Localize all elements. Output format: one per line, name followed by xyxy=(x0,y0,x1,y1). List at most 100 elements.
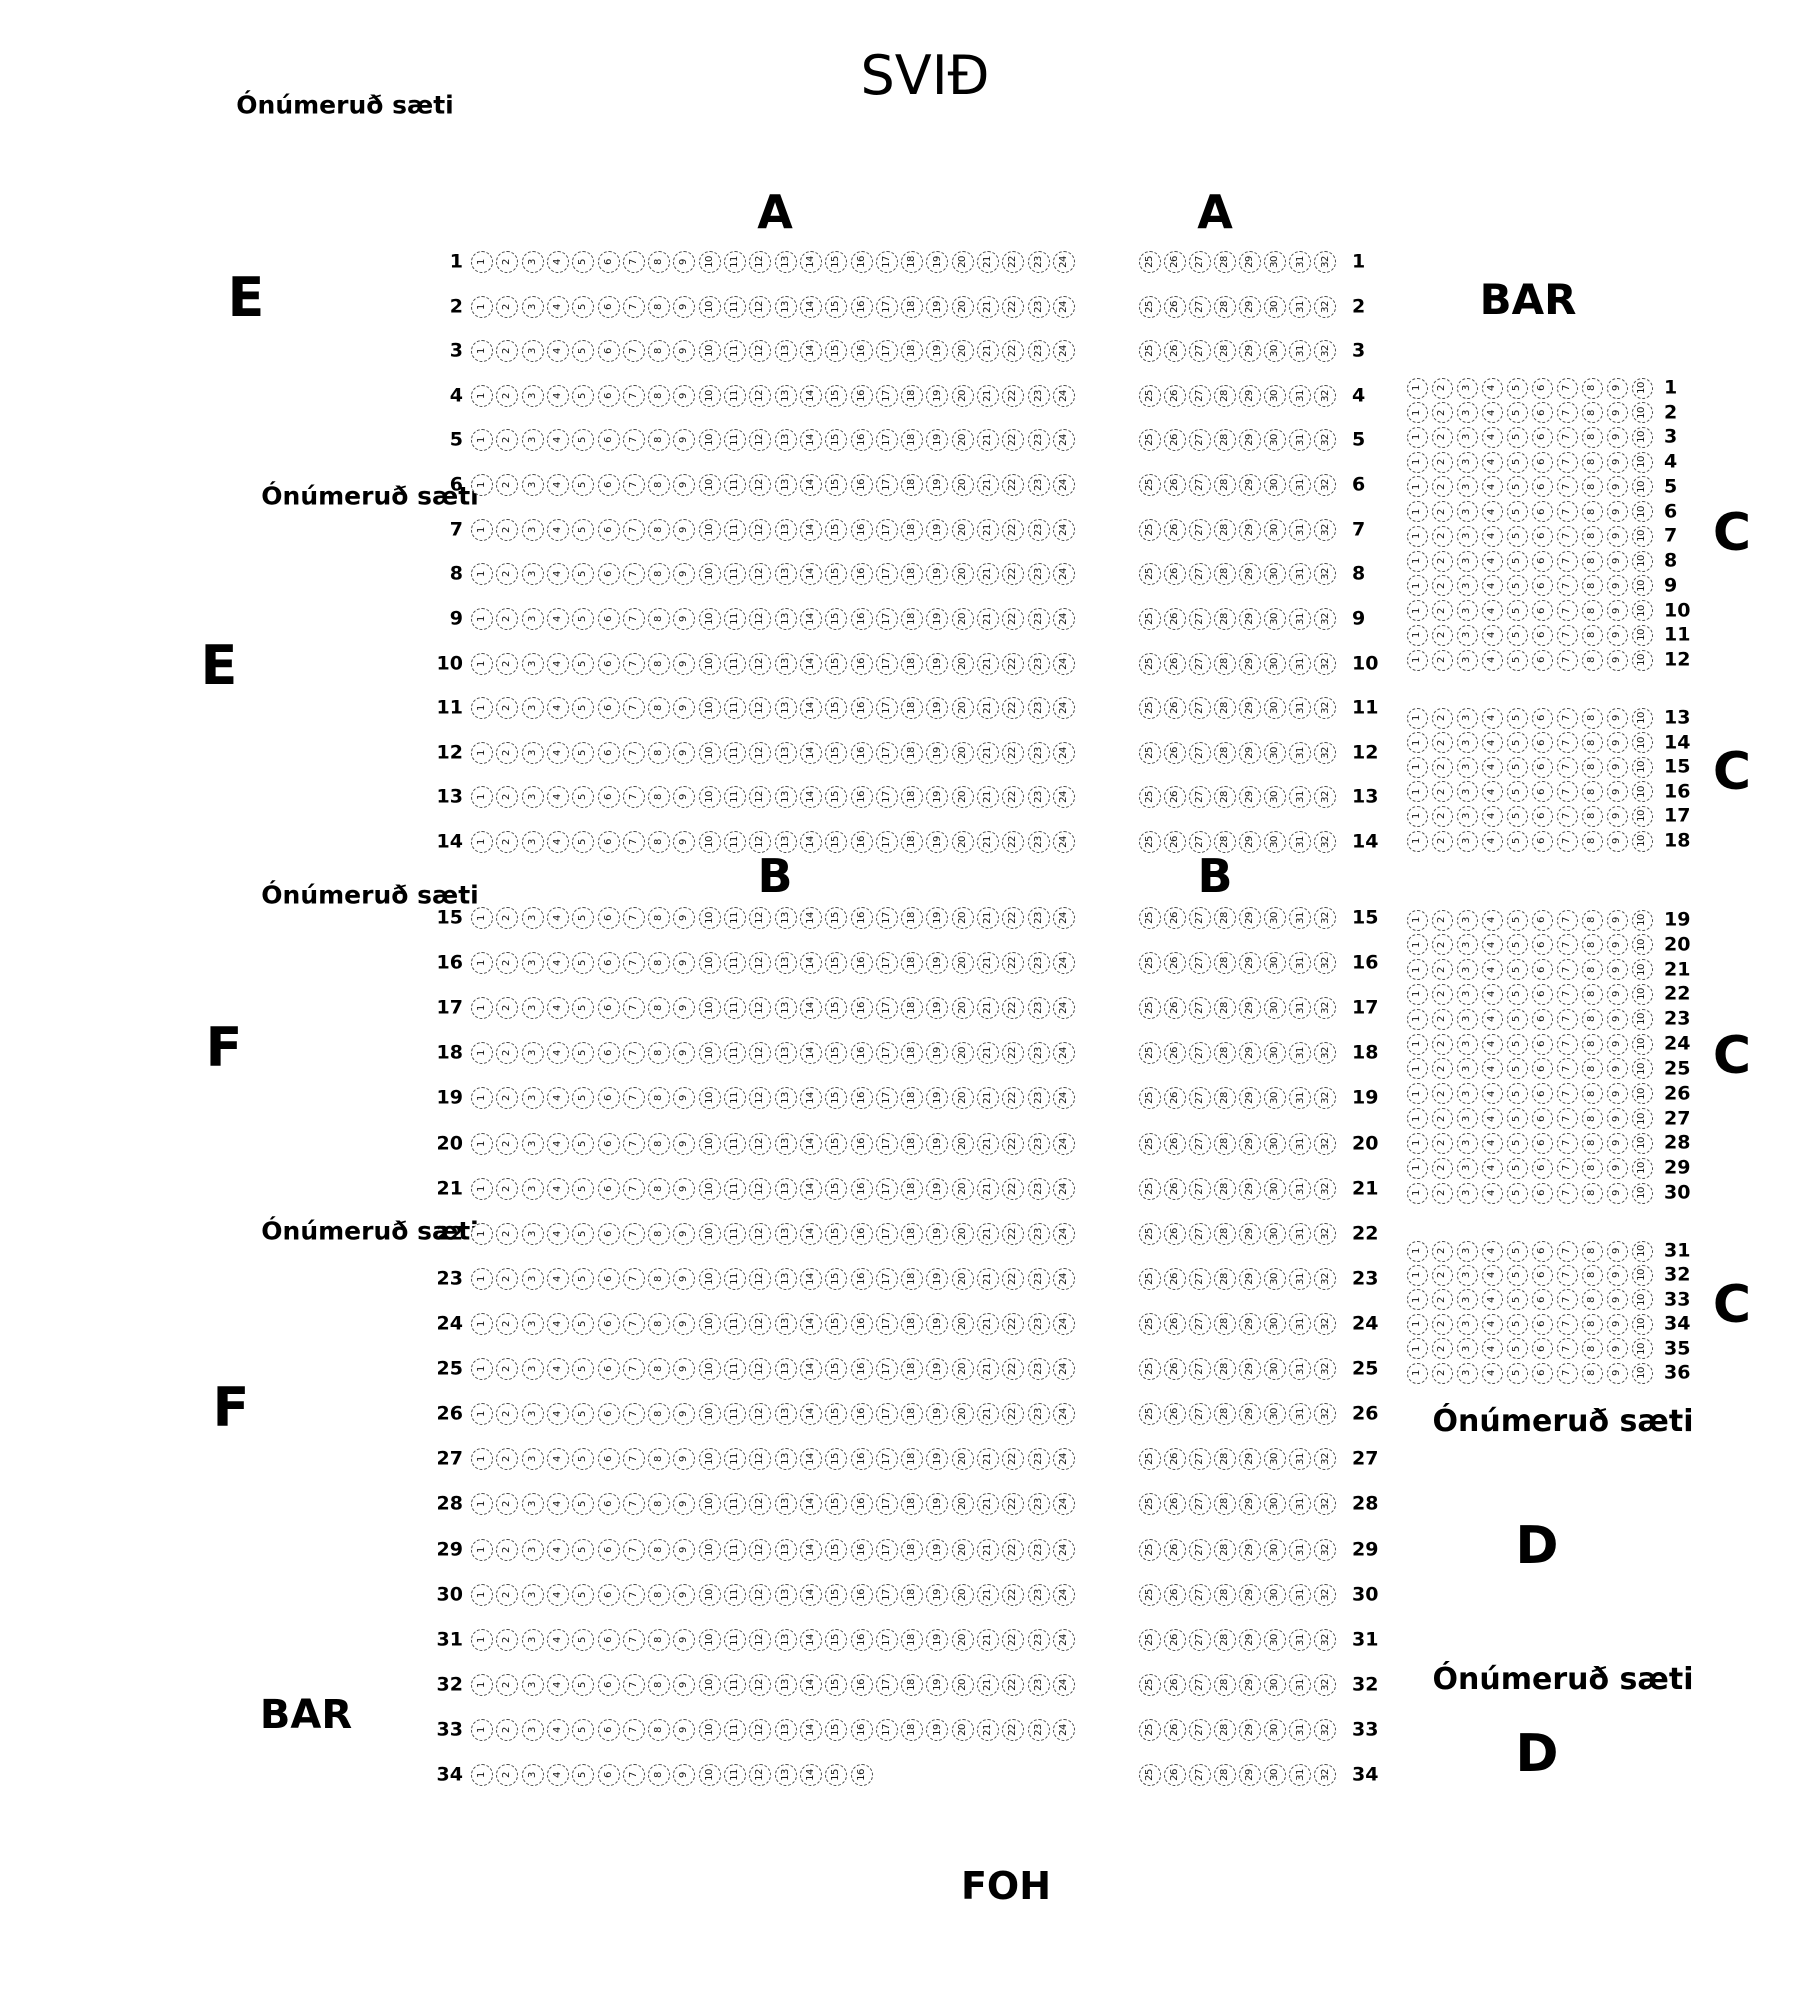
seat[interactable]: 16 xyxy=(850,831,873,854)
seat[interactable]: 13 xyxy=(774,1132,797,1155)
seat[interactable]: 27 xyxy=(1189,563,1212,586)
seat[interactable]: 22 xyxy=(1002,786,1025,809)
seat[interactable]: 1 xyxy=(471,1448,493,1471)
seat[interactable]: 4 xyxy=(546,1087,569,1110)
seat[interactable]: 16 xyxy=(850,1042,873,1065)
seat[interactable]: 10 xyxy=(1631,426,1653,448)
seat[interactable]: 22 xyxy=(1002,831,1025,854)
seat[interactable]: 15 xyxy=(825,518,848,541)
seat[interactable]: 4 xyxy=(546,1267,569,1290)
seat[interactable]: 2 xyxy=(1431,1264,1453,1286)
seat[interactable]: 12 xyxy=(749,1493,772,1516)
seat[interactable]: 30 xyxy=(1264,1132,1287,1155)
seat[interactable]: 21 xyxy=(977,384,999,407)
seat[interactable]: 9 xyxy=(1606,1362,1628,1384)
seat[interactable]: 10 xyxy=(698,1132,721,1155)
seat[interactable]: 14 xyxy=(799,741,822,764)
seat[interactable]: 5 xyxy=(1506,1058,1528,1080)
seat[interactable]: 9 xyxy=(673,1087,696,1110)
seat[interactable]: 4 xyxy=(1481,1338,1503,1360)
seat[interactable]: 2 xyxy=(1431,1083,1453,1105)
seat[interactable]: 2 xyxy=(496,295,519,318)
seat[interactable]: 14 xyxy=(799,1222,822,1245)
seat[interactable]: 17 xyxy=(875,1628,898,1651)
seat[interactable]: 9 xyxy=(673,1177,696,1200)
seat[interactable]: 28 xyxy=(1214,1042,1237,1065)
seat[interactable]: 20 xyxy=(951,1583,974,1606)
seat[interactable]: 1 xyxy=(1406,624,1428,646)
seat[interactable]: 20 xyxy=(951,1222,974,1245)
seat[interactable]: 27 xyxy=(1189,1358,1212,1381)
seat[interactable]: 22 xyxy=(1002,563,1025,586)
seat[interactable]: 5 xyxy=(1506,1338,1528,1360)
seat[interactable]: 6 xyxy=(1531,451,1553,473)
seat[interactable]: 10 xyxy=(698,563,721,586)
seat[interactable]: 13 xyxy=(774,1583,797,1606)
seat[interactable]: 9 xyxy=(1606,983,1628,1005)
seat[interactable]: 29 xyxy=(1239,1538,1262,1561)
seat[interactable]: 14 xyxy=(799,1628,822,1651)
seat[interactable]: 31 xyxy=(1289,786,1312,809)
seat[interactable]: 28 xyxy=(1214,518,1237,541)
seat[interactable]: 9 xyxy=(673,786,696,809)
seat[interactable]: 30 xyxy=(1264,518,1287,541)
seat[interactable]: 2 xyxy=(1431,1058,1453,1080)
seat[interactable]: 7 xyxy=(1556,1289,1578,1311)
seat[interactable]: 13 xyxy=(774,952,797,975)
seat[interactable]: 9 xyxy=(673,952,696,975)
seat[interactable]: 15 xyxy=(825,1042,848,1065)
seat[interactable]: 15 xyxy=(825,384,848,407)
seat[interactable]: 21 xyxy=(977,1222,999,1245)
seat[interactable]: 28 xyxy=(1214,429,1237,452)
seat[interactable]: 6 xyxy=(597,652,620,675)
seat[interactable]: 25 xyxy=(1139,607,1161,630)
seat[interactable]: 17 xyxy=(875,1493,898,1516)
seat[interactable]: 8 xyxy=(648,340,671,363)
seat[interactable]: 6 xyxy=(1531,934,1553,956)
seat[interactable]: 20 xyxy=(951,697,974,720)
seat[interactable]: 5 xyxy=(1506,426,1528,448)
seat[interactable]: 17 xyxy=(875,1042,898,1065)
seat[interactable]: 9 xyxy=(673,1628,696,1651)
seat[interactable]: 10 xyxy=(698,1538,721,1561)
seat[interactable]: 9 xyxy=(1606,377,1628,399)
seat[interactable]: 1 xyxy=(1406,983,1428,1005)
seat[interactable]: 21 xyxy=(977,251,999,273)
seat[interactable]: 25 xyxy=(1139,295,1161,318)
seat[interactable]: 6 xyxy=(1531,830,1553,852)
seat[interactable]: 24 xyxy=(1052,1087,1075,1110)
seat[interactable]: 12 xyxy=(749,786,772,809)
seat[interactable]: 28 xyxy=(1214,786,1237,809)
seat[interactable]: 9 xyxy=(673,1538,696,1561)
seat[interactable]: 31 xyxy=(1289,1358,1312,1381)
seat[interactable]: 3 xyxy=(521,1087,544,1110)
seat[interactable]: 2 xyxy=(496,429,519,452)
seat[interactable]: 27 xyxy=(1189,340,1212,363)
seat[interactable]: 15 xyxy=(825,697,848,720)
seat[interactable]: 32 xyxy=(1314,1628,1337,1651)
seat[interactable]: 26 xyxy=(1164,1132,1187,1155)
seat[interactable]: 16 xyxy=(850,295,873,318)
seat[interactable]: 5 xyxy=(572,1403,595,1426)
seat[interactable]: 1 xyxy=(1406,377,1428,399)
seat[interactable]: 7 xyxy=(1556,1132,1578,1154)
seat[interactable]: 20 xyxy=(951,607,974,630)
seat[interactable]: 10 xyxy=(698,997,721,1020)
seat[interactable]: 21 xyxy=(977,1493,999,1516)
seat[interactable]: 6 xyxy=(1531,501,1553,523)
seat[interactable]: 6 xyxy=(1531,1108,1553,1130)
seat[interactable]: 2 xyxy=(496,997,519,1020)
seat[interactable]: 8 xyxy=(1581,1008,1603,1030)
seat[interactable]: 1 xyxy=(1406,476,1428,498)
seat[interactable]: 27 xyxy=(1189,1087,1212,1110)
seat[interactable]: 2 xyxy=(1431,501,1453,523)
seat[interactable]: 9 xyxy=(673,1673,696,1696)
seat[interactable]: 8 xyxy=(648,1222,671,1245)
seat[interactable]: 16 xyxy=(850,429,873,452)
seat[interactable]: 6 xyxy=(1531,983,1553,1005)
seat[interactable]: 12 xyxy=(749,1718,772,1741)
seat[interactable]: 20 xyxy=(951,952,974,975)
seat[interactable]: 3 xyxy=(521,1042,544,1065)
seat[interactable]: 5 xyxy=(1506,550,1528,572)
seat[interactable]: 11 xyxy=(724,1087,746,1110)
